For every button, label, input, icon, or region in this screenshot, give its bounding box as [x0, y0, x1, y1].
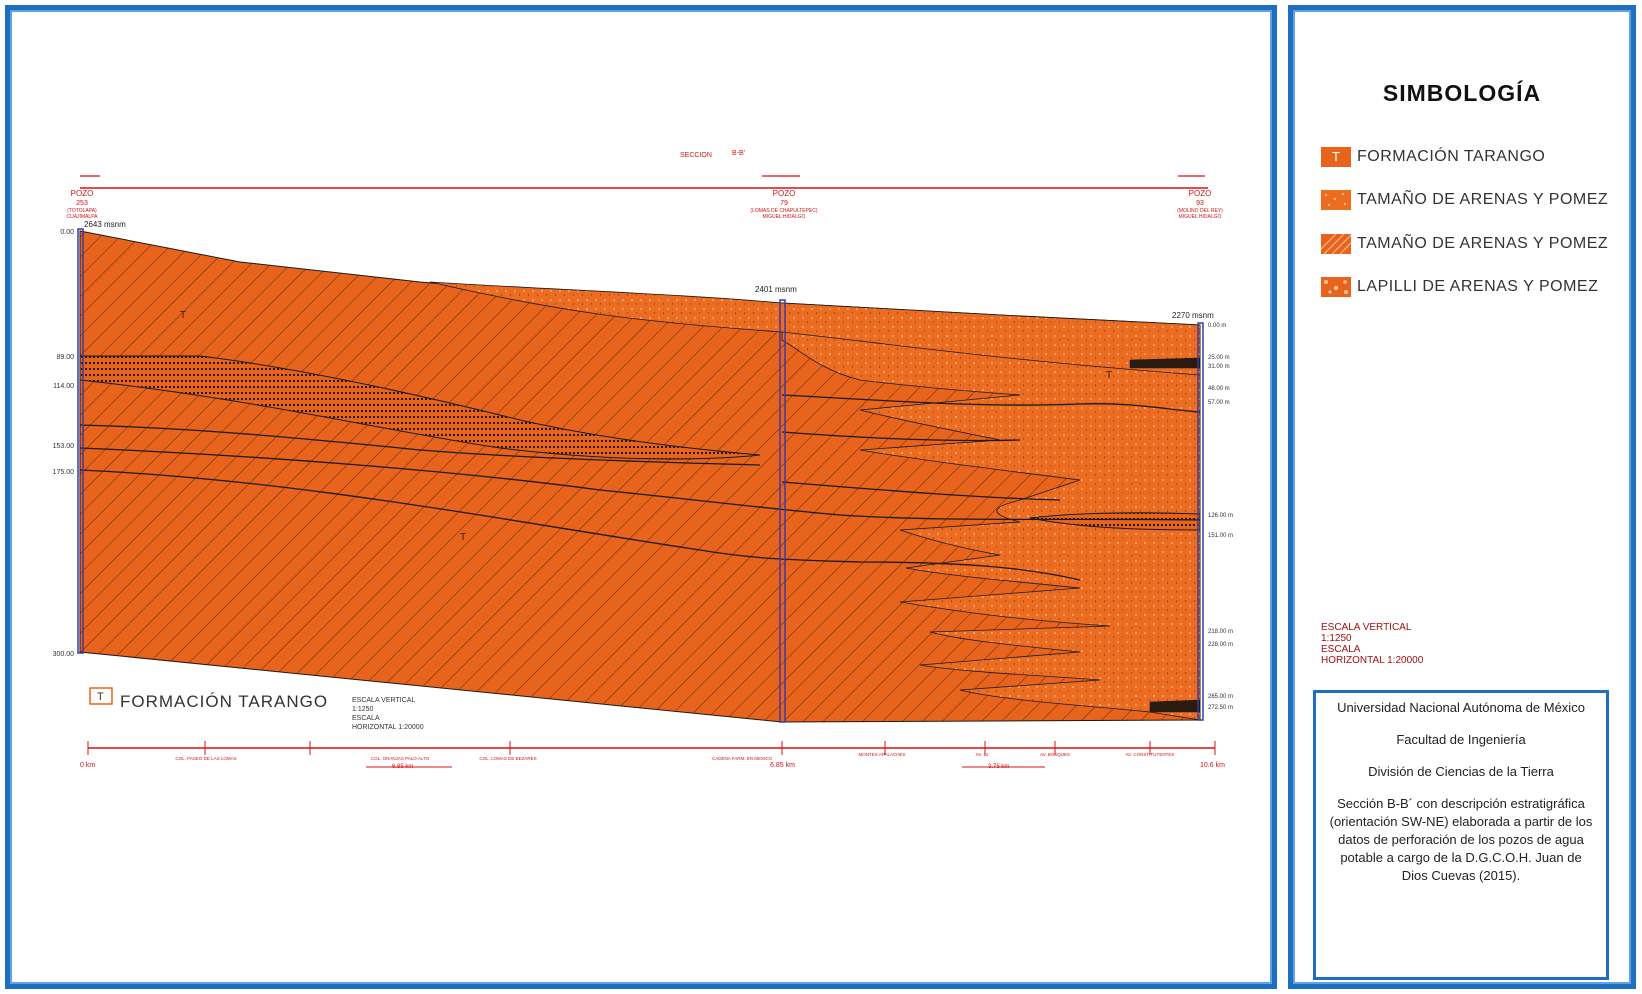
well-79-header: POZO 79 (LOMAS DE CHAPULTEPEC) MIGUEL HI…	[750, 189, 817, 220]
inset-scale-line: 1:1250	[352, 706, 374, 713]
info-faculty: Facultad de Ingeniería	[1396, 732, 1526, 747]
axis-place-label: COL. LOMAS DE BEZARES	[479, 756, 536, 761]
stratum-contacts	[79, 394, 1201, 581]
stratum-speckled-right	[781, 331, 1201, 721]
info-division: División de Ciencias de la Tierra	[1368, 764, 1554, 779]
well-93-elevation: 2270 msnm	[1172, 311, 1214, 320]
info-description: Sección B-B´ con descripción estratigráf…	[1329, 796, 1593, 883]
right-depth-label: 265.00 m	[1208, 694, 1233, 700]
legend-scale-line: ESCALA	[1321, 644, 1361, 655]
right-depth-label: 0.00 m	[1208, 323, 1226, 329]
axis-segment-label: 3.75 km	[988, 764, 1009, 770]
well-253-header: POZO 253 (TOTOLAPA) CUAJIMALPA	[66, 189, 98, 220]
unit-marker-t: T	[460, 532, 466, 543]
well-93-header: POZO 93 (MOLINO DEL REY) MIGUEL HIDALGO	[1177, 189, 1223, 220]
legend-item-arenas-speckled: TAMAÑO DE ARENAS Y POMEZ	[1321, 189, 1608, 211]
info-box: Universidad Nacional Autónoma de México …	[1313, 690, 1609, 980]
legend-item-lapilli: LAPILLI DE ARENAS Y POMEZ	[1321, 276, 1598, 298]
inset-scale-line: HORIZONTAL 1:20000	[352, 724, 424, 731]
well-253-sub2: CUAJIMALPA	[66, 214, 98, 220]
legend-label-lapilli: LAPILLI DE ARENAS Y POMEZ	[1357, 278, 1599, 295]
well-79-label: POZO	[773, 189, 796, 198]
swatch-speckled	[1321, 190, 1351, 210]
well-79-sub1: (LOMAS DE CHAPULTEPEC)	[750, 208, 817, 214]
legend-label-arenas-hatched: TAMAÑO DE ARENAS Y POMEZ	[1357, 235, 1609, 252]
well-253-column	[77, 228, 84, 654]
left-depth-label: 0.00	[60, 229, 74, 236]
left-depth-label: 89.00	[56, 354, 74, 361]
legend-item-tarango: T FORMACIÓN TARANGO	[1321, 146, 1545, 168]
swatch-hatched	[1321, 234, 1351, 254]
axis-place-label: MONTES APALACHES	[859, 752, 906, 757]
well-79-sub2: MIGUEL HIDALGO	[763, 214, 806, 220]
legend-panel: SIMBOLOGÍA T FORMACIÓN TARANGO TAMAÑO DE…	[1288, 5, 1636, 989]
axis-place-label: COL. GRANJAS PALO ALTO	[371, 756, 430, 761]
right-depth-label: 228.00 m	[1208, 642, 1233, 648]
axis-end-label: 10.6 km	[1200, 762, 1225, 769]
left-depth-label: 153.00	[53, 443, 75, 450]
axis-middle-label: 6.85 km	[770, 762, 795, 769]
well-93-label: POZO	[1189, 189, 1212, 198]
unit-marker-t: T	[1106, 370, 1112, 381]
info-university: Universidad Nacional Autónoma de México	[1337, 700, 1585, 715]
axis-place-label: CADENA FARM. EN MEXICO	[712, 756, 773, 761]
stratum-dotted-lens-left	[79, 355, 761, 460]
section-title-id: B-B'	[732, 150, 745, 157]
inset-scale-line: ESCALA VERTICAL	[352, 697, 415, 704]
inset-scale-line: ESCALA	[352, 715, 380, 722]
unit-marker-t: T	[180, 310, 186, 321]
well-253-sub1: (TOTOLAPA)	[67, 208, 97, 214]
well-93-column	[1197, 322, 1204, 721]
well-79-elevation: 2401 msnm	[755, 285, 797, 294]
section-title-prefix: SECCION	[680, 152, 712, 159]
left-depth-label: 175.00	[53, 469, 75, 476]
well-253-label: POZO	[71, 189, 94, 198]
legend-scale-line: HORIZONTAL 1:20000	[1321, 655, 1424, 666]
left-depth-label: 300.00	[53, 651, 75, 658]
legend-scale-note: ESCALA VERTICAL 1:1250 ESCALA HORIZONTAL…	[1321, 622, 1423, 666]
right-depth-label: 126.00 m	[1208, 513, 1233, 519]
axis-place-label: AV. CONSTITUYENTES	[1126, 752, 1175, 757]
axis-start-label: 0 km	[80, 762, 95, 769]
axis-place-label: AV. BOSQUES	[1040, 752, 1070, 757]
legend-scale-line: ESCALA VERTICAL	[1321, 622, 1412, 633]
well-93-sub1: (MOLINO DEL REY)	[1177, 208, 1223, 214]
left-depth-label: 114.00	[53, 383, 74, 390]
stratum-dotted-lens-right	[1029, 512, 1201, 531]
legend-item-arenas-hatched: TAMAÑO DE ARENAS Y POMEZ	[1321, 233, 1608, 255]
well-253-elevation: 2643 msnm	[84, 220, 126, 229]
right-depth-label: 151.00 m	[1208, 533, 1233, 539]
inset-legend-label: FORMACIÓN TARANGO	[120, 692, 328, 711]
axis-place-label: COL. PASEO DE LAS LOMAS	[175, 756, 236, 761]
well-253-number: 253	[76, 200, 88, 207]
right-depth-label: 46.00 m	[1208, 386, 1230, 392]
swatch-tarango-symbol: T	[1332, 149, 1340, 164]
right-depth-label: 272.50 m	[1208, 705, 1233, 711]
distance-axis	[87, 741, 1216, 768]
swatch-tarango: T	[1321, 147, 1351, 167]
right-depth-label: 57.00 m	[1208, 400, 1230, 406]
right-depth-label: 31.00 m	[1208, 364, 1230, 370]
right-depth-label: 25.00 m	[1208, 355, 1230, 361]
well-93-number: 93	[1196, 200, 1204, 207]
legend-scale-line: 1:1250	[1321, 633, 1352, 644]
axis-place-label: AV. 12	[976, 752, 989, 757]
well-93-sub2: MIGUEL HIDALGO	[1179, 214, 1222, 220]
well-79-column	[779, 299, 786, 723]
legend-label-arenas-speckled: TAMAÑO DE ARENAS Y POMEZ	[1357, 191, 1609, 208]
legend-title: SIMBOLOGÍA	[1382, 80, 1542, 106]
stratum-dark-lens-top-right	[1129, 357, 1201, 369]
right-depth-label: 218.00 m	[1208, 629, 1233, 635]
legend-label-tarango: FORMACIÓN TARANGO	[1357, 148, 1546, 165]
axis-segment-label: 6.85 km	[392, 764, 413, 770]
inset-legend-symbol: T	[97, 691, 104, 703]
well-79-number: 79	[780, 200, 788, 207]
stratum-dark-lens-bottom-right	[1149, 699, 1201, 713]
swatch-lapilli	[1321, 277, 1351, 297]
inset-legend-swatch	[89, 687, 113, 705]
